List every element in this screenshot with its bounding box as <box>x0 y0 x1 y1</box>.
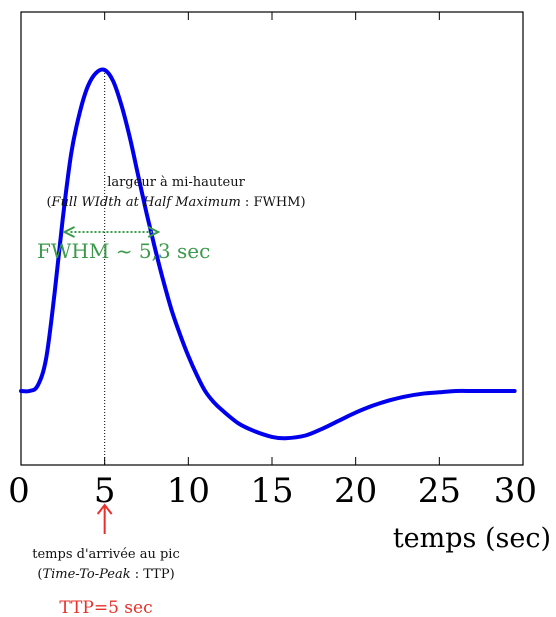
ttp-label-line1: temps d'arrivée au pic <box>32 547 179 562</box>
fwhm-label-line1: largeur à mi-hauteur <box>107 175 245 190</box>
fwhm-double-arrow <box>62 226 161 238</box>
ttp-arrow-head <box>96 503 113 515</box>
fwhm-arrow-head <box>62 226 75 238</box>
fwhm-arrow-head <box>147 226 161 238</box>
fwhm-label-line2: (Full WIdth at Half Maximum : FWHM) <box>46 195 305 210</box>
fwhm-value-label: FWHM ~ 5,3 sec <box>37 239 210 263</box>
x-tick-label: 5 <box>94 471 116 511</box>
x-tick-label: 20 <box>334 471 377 511</box>
x-tick-label: 15 <box>250 471 293 511</box>
x-axis-ticks <box>20 12 524 465</box>
x-tick-label: 10 <box>167 471 210 511</box>
x-axis-label: temps (sec) <box>393 523 551 554</box>
ttp-label-line2: (Time-To-Peak : TTP) <box>37 567 174 582</box>
ttp-value-label: TTP=5 sec <box>59 598 152 617</box>
x-tick-label: 25 <box>418 471 461 511</box>
signal-curve <box>19 67 517 441</box>
x-axis-tick-labels: 0 5 10 15 20 25 30 <box>8 471 537 511</box>
x-tick-label: 0 <box>8 471 30 511</box>
x-tick-label: 30 <box>494 471 537 511</box>
ttp-red-arrow <box>96 503 113 534</box>
